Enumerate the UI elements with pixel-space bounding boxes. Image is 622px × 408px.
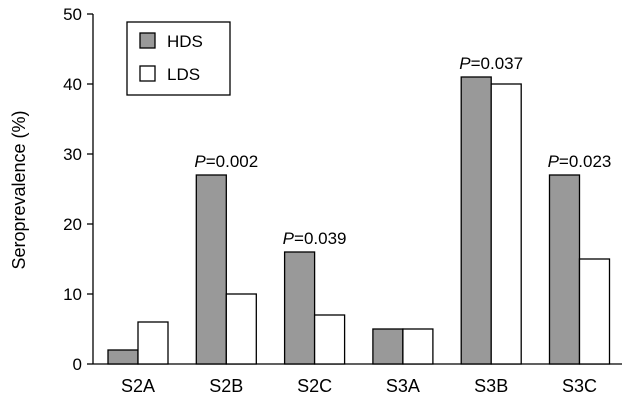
bars: S2A S2B S2C S3A S3B S3C [107,76,611,396]
y-tick-label: 0 [73,355,82,374]
bar-hds-s2b [195,174,227,365]
bar-hds-s3a [372,328,404,365]
x-tick-label: S2A [121,376,155,396]
x-tick-label: S3C [562,376,597,396]
bar-hds-s3c [548,174,581,365]
legend-label-hds: HDS [167,32,203,51]
annotations: P=0.002 P=0.039 P=0.037 P=0.023 [194,54,611,248]
y-tick-label: 50 [63,5,82,24]
bar-hds-s2c [283,251,316,365]
p-value-annotation: P=0.002 [194,152,258,171]
bar-lds-s3a [402,328,434,365]
legend-swatch-lds [139,65,156,82]
bar-lds-s2a [137,321,169,365]
x-tick-label: S3B [474,376,508,396]
p-value-annotation: P=0.023 [548,152,612,171]
bar-lds-s2b [225,293,257,365]
bar-lds-s2c [313,314,346,365]
y-axis-title: Seroprevalence (%) [9,110,29,269]
bar-lds-s3b [490,83,522,365]
legend: HDS LDS [126,21,231,96]
bar-hds-s3b [460,76,492,365]
bar-lds-s3c [578,258,611,365]
y-tick-label: 40 [63,75,82,94]
legend-label-lds: LDS [167,65,200,84]
x-tick-label: S2C [297,376,332,396]
y-tick-label: 20 [63,215,82,234]
x-tick-label: S3A [386,376,420,396]
p-value-annotation: P=0.037 [459,54,523,73]
axes: 0 10 20 30 40 50 [63,5,622,374]
x-tick-label: S2B [209,376,243,396]
y-tick-label: 10 [63,285,82,304]
p-value-annotation: P=0.039 [283,229,347,248]
bar-hds-s2a [107,349,139,365]
legend-swatch-hds [139,32,156,49]
y-tick-label: 30 [63,145,82,164]
